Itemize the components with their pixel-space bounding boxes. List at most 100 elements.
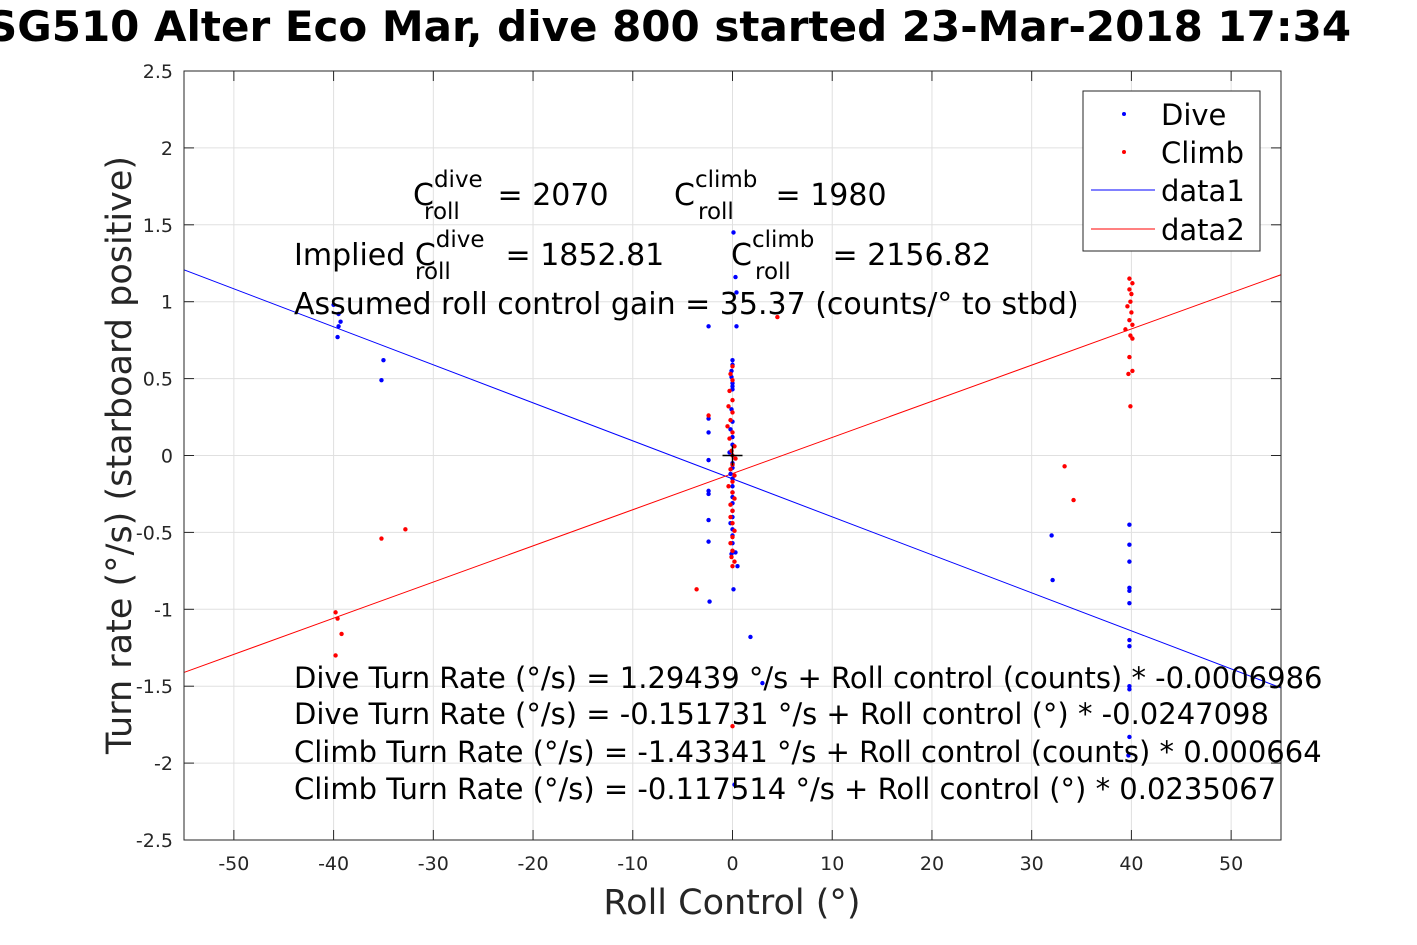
climb-data-point [730,397,735,403]
climb-data-point [1127,354,1132,360]
legend-data2-label: data2 [1161,213,1245,247]
dive-data-point [730,357,735,363]
dive-data-point [338,319,343,324]
dive-data-point [730,384,735,389]
dive-data-point [1127,585,1132,590]
coefficient-annotations: Cdive roll = 2070 Cclimb roll = 1980 Impli… [294,167,1079,322]
climb-data-point [775,314,780,320]
climb-data-point [725,424,730,429]
climb-data-point [1130,281,1135,286]
dive-data-point [760,680,765,686]
climb-data-point [730,564,735,569]
climb-data-point [728,502,733,507]
climb-data-point [732,444,737,449]
dive-data-point [1126,753,1131,758]
dive-fit-counts-equation: Dive Turn Rate (°/s) = 1.29439 °/s + Rol… [294,661,1322,695]
climb-data-point [694,587,699,592]
dive-data-point [707,599,712,604]
y-tick-label: 0 [161,446,173,468]
fit-equation-annotations: Dive Turn Rate (°/s) = 1.29439 °/s + Rol… [294,661,1322,806]
implied-c-roll-dive-annotation: Implied Cdive roll = 1852.81 [294,227,664,285]
dive-data-point [381,357,386,363]
climb-fit-degrees-equation: Climb Turn Rate (°/s) = -0.117514 °/s + … [294,772,1276,806]
dive-data-point [1127,684,1132,689]
y-tick-label: 2 [161,138,173,160]
climb-data-point [726,404,731,409]
data-points [331,230,1135,787]
dive-data-point [735,564,740,569]
x-tick-label: -30 [418,853,449,875]
climb-data-point [1130,368,1135,374]
climb-data-point [732,528,737,534]
legend-data1-label: data1 [1161,174,1245,208]
climb-data-point [1062,464,1067,469]
x-axis-label: Roll Control (°) [603,883,860,923]
climb-data-point [730,377,735,383]
origin-crosshair-marker [722,445,743,466]
dive-data-point [336,311,341,317]
climb-data-point [733,456,738,461]
dive-data-point [1127,542,1132,547]
dive-data-point [748,634,753,640]
climb-data-point [1127,317,1132,323]
climb-data-point [727,388,732,394]
y-tick-label: 2.5 [143,61,173,83]
c-roll-dive-annotation: Cdive roll = 2070 [413,167,609,225]
dive-data-point [706,517,711,523]
chart-title: SG510 Alter Eco Mar, dive 800 started 23… [0,2,1352,51]
dive-data-point [336,324,341,329]
climb-data-point [730,723,735,729]
dive-data-point [706,457,711,463]
climb-data-point [732,559,737,564]
climb-data-point [335,616,340,621]
climb-data-point [732,496,737,501]
dive-data-point [706,488,711,494]
legend-climb-marker [1122,150,1126,154]
x-tick-label: -50 [218,853,249,875]
climb-data-point [1127,287,1132,292]
dive-data-point [731,587,736,592]
dive-data-point [706,324,711,329]
legend-climb-label: Climb [1161,136,1244,170]
dive-data-point [706,430,711,435]
dive-data-point [706,491,711,497]
roll-control-gain-annotation: Assumed roll control gain = 35.37 (count… [294,287,1079,322]
climb-data-point [728,514,733,520]
dive-data-point [1127,522,1132,527]
dive-data-point [732,782,737,787]
climb-data-point [1128,404,1133,409]
x-tick-label: -40 [318,853,349,875]
legend-dive-label: Dive [1161,98,1226,132]
y-axis-label: Turn rate (°/s) (starboard positive) [100,156,140,755]
dive-data-point [1127,588,1132,594]
climb-data-point [728,417,733,423]
y-tick-label: 1 [161,292,173,314]
climb-fit-counts-equation: Climb Turn Rate (°/s) = -1.43341 °/s + R… [294,735,1322,769]
climb-data-point [730,479,735,484]
dive-data-point [706,416,711,421]
climb-data-point [379,536,384,541]
dive-data-point [734,290,739,295]
dive-data-point [1050,577,1055,583]
dive-data-point [1127,687,1132,692]
climb-data-point [730,534,735,540]
dive-data-point [728,471,733,477]
x-tick-label: 30 [1020,853,1044,875]
dive-data-point [331,302,336,307]
dive-data-point [1127,637,1132,643]
dive-data-point [1127,600,1132,606]
dive-data-point [379,377,384,383]
climb-data-point [333,610,338,615]
climb-data-point [339,631,344,637]
chart-title-container: SG510 Alter Eco Mar, dive 800 started 23… [0,2,1417,62]
climb-data-point [1130,336,1135,341]
dive-data-point [733,274,738,280]
climb-data-point [730,364,735,369]
climb-data-point [732,473,737,478]
legend-box [1082,90,1261,252]
dive-data-point [734,324,739,329]
climb-data-point [728,540,733,546]
x-tick-label: 10 [820,853,844,875]
climb-data-point [730,410,735,415]
climb-data-point [403,527,408,532]
